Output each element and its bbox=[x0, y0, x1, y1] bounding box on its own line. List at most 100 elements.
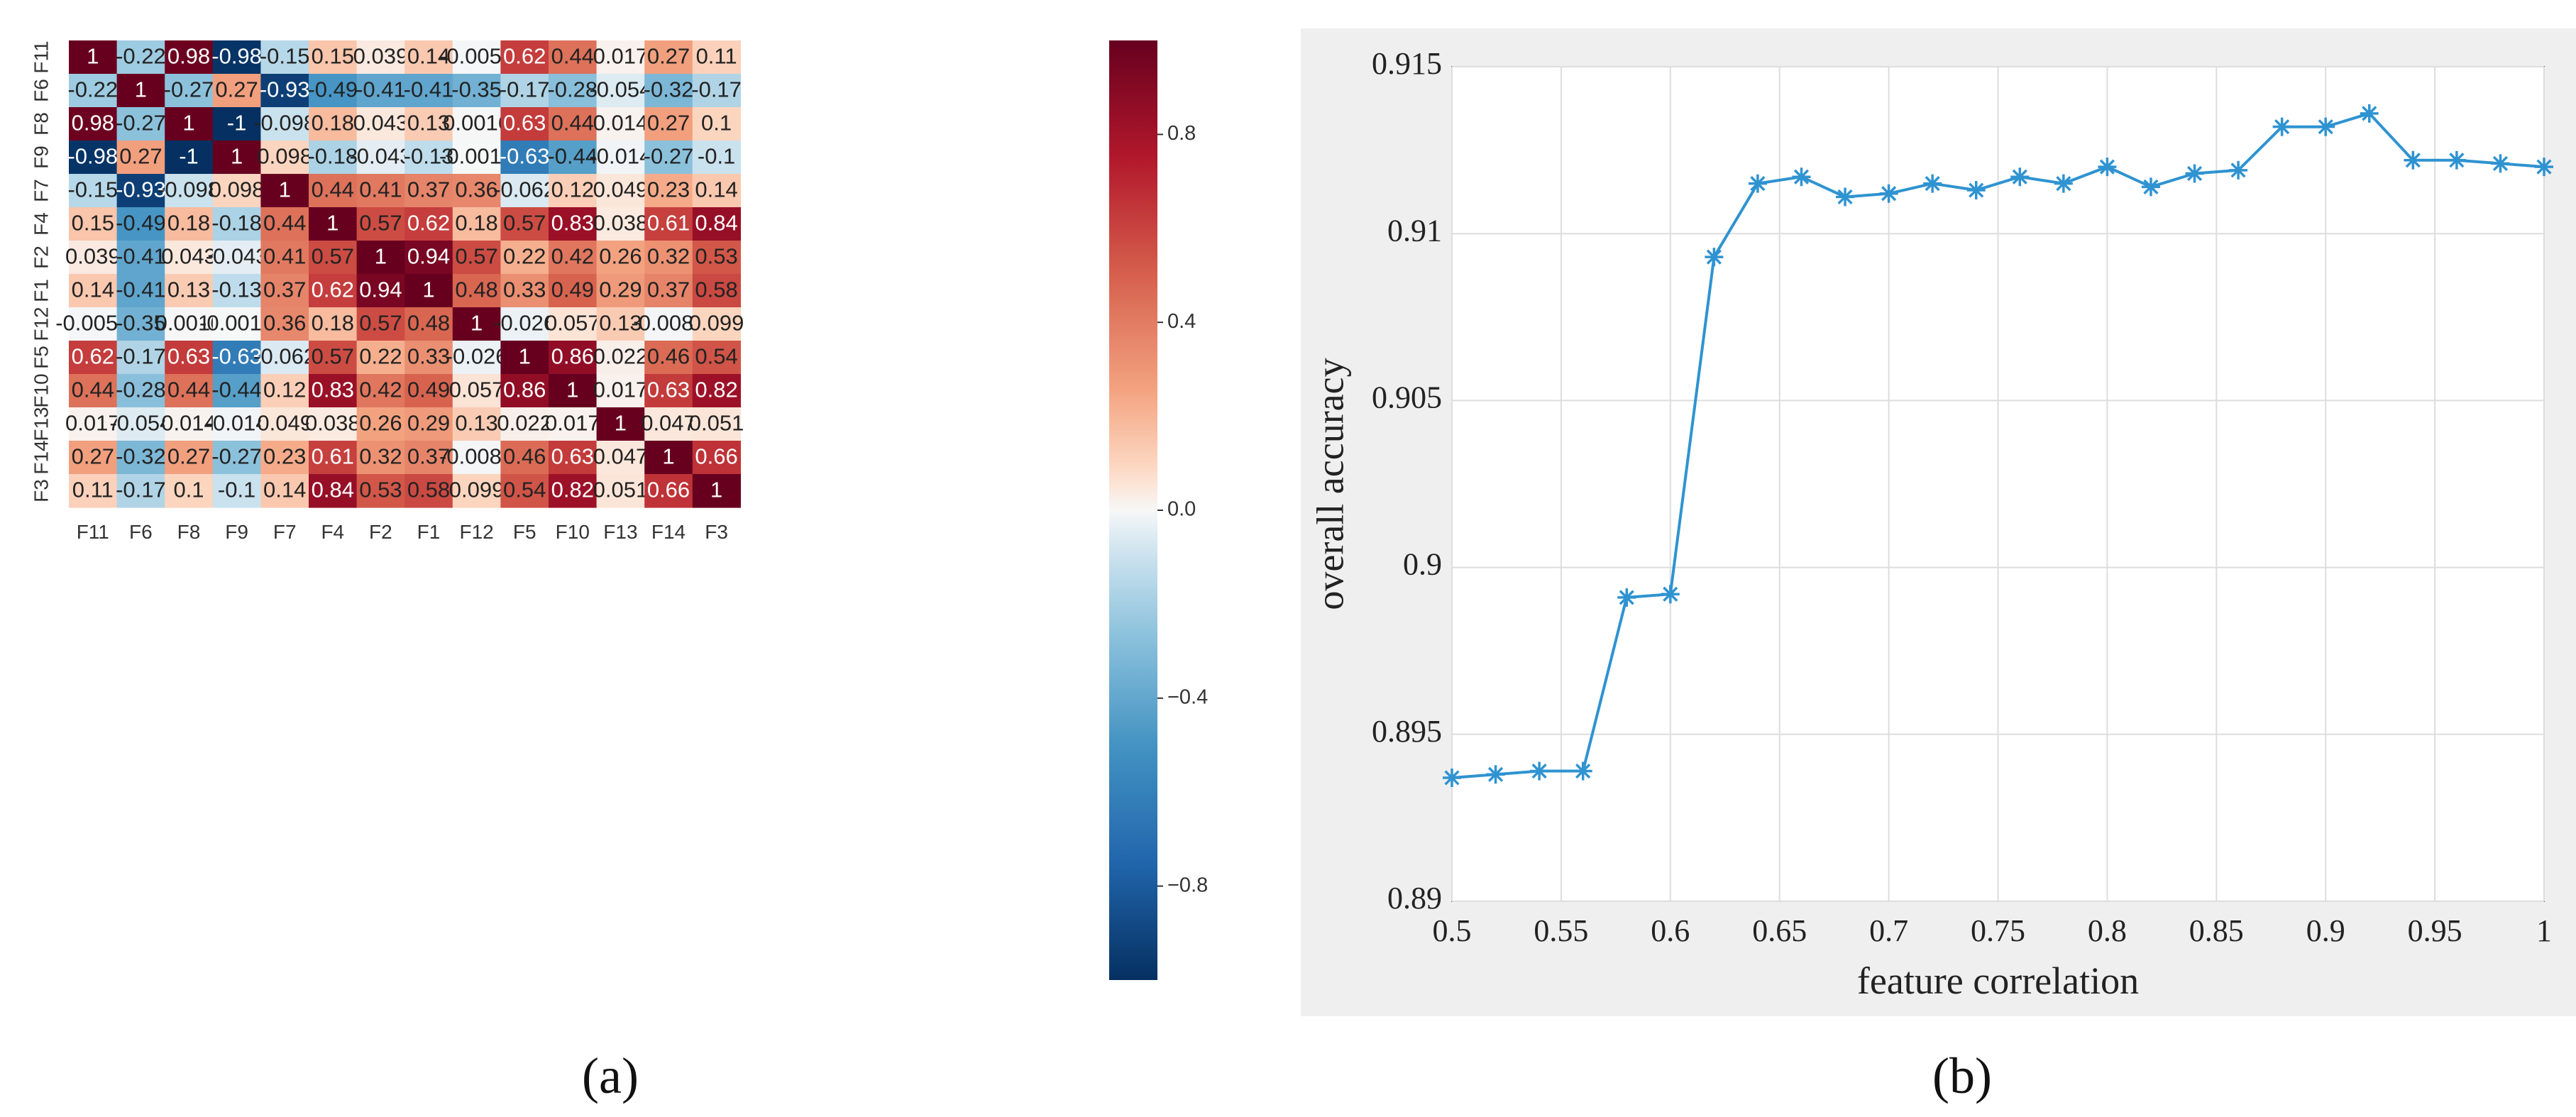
heatmap-cell bbox=[644, 274, 693, 308]
heatmap-cell bbox=[644, 441, 693, 475]
heatmap-cell bbox=[500, 141, 549, 175]
heatmap-cell bbox=[260, 107, 309, 141]
heatmap-cell-label: -0.026 bbox=[493, 311, 556, 336]
heatmap-cell-label: 0.14 bbox=[72, 277, 114, 302]
heatmap-column-labels: F11 F6 F8 F9 F7 F4 F2 F1 F12 F5 F10 F13 F14 F3 bbox=[77, 521, 728, 543]
heatmap-cell bbox=[452, 174, 501, 208]
heatmap-row-label: F9 bbox=[30, 145, 52, 169]
heatmap-column-label: F7 bbox=[273, 521, 297, 543]
heatmap-row-label: F11 bbox=[30, 40, 52, 73]
heatmap-cell bbox=[404, 441, 453, 475]
heatmap-cell bbox=[500, 274, 549, 308]
heatmap-cell-label: 0.22 bbox=[503, 244, 546, 269]
colorbar-ticks: 0.8 0.4 0.0 −0.4 −0.8 bbox=[1157, 122, 1208, 896]
heatmap-cell bbox=[644, 407, 693, 441]
heatmap-cell bbox=[212, 441, 261, 475]
heatmap-cell-label: 0.98 bbox=[167, 44, 210, 69]
heatmap-cell-label: 0.61 bbox=[647, 211, 690, 236]
data-point-marker bbox=[2054, 174, 2073, 193]
heatmap-cell-label: -1 bbox=[179, 144, 199, 169]
heatmap-cell bbox=[500, 40, 549, 75]
heatmap-cell bbox=[404, 341, 453, 375]
heatmap-cell bbox=[212, 40, 261, 75]
heatmap-cell bbox=[356, 307, 405, 341]
heatmap-cell bbox=[165, 174, 214, 208]
heatmap-cell-label: 0.44 bbox=[263, 211, 306, 236]
heatmap-cell bbox=[165, 374, 214, 408]
heatmap-cell-label: 0.043 bbox=[161, 244, 216, 269]
heatmap-cell-label: -0.22 bbox=[67, 77, 118, 102]
colorbar-gradient bbox=[1109, 40, 1157, 980]
heatmap-column-label: F14 bbox=[651, 521, 686, 543]
x-tick-label: 0.5 bbox=[1433, 913, 1472, 948]
heatmap-row-label: F3 bbox=[30, 479, 52, 502]
heatmap-cell bbox=[549, 74, 598, 108]
heatmap-cell bbox=[692, 407, 741, 441]
heatmap-cell-label: 1 bbox=[326, 211, 338, 236]
heatmap-column-label: F13 bbox=[603, 521, 637, 543]
heatmap-cell bbox=[212, 341, 261, 375]
heatmap-cell-label: 0.42 bbox=[359, 378, 402, 402]
heatmap-cell bbox=[356, 407, 405, 441]
heatmap-cell bbox=[644, 341, 693, 375]
heatmap-cell bbox=[549, 40, 598, 75]
heatmap-cell-label: -0.28 bbox=[547, 77, 598, 102]
heatmap-cell-label: -0.93 bbox=[260, 77, 310, 102]
heatmap-cell bbox=[549, 474, 598, 508]
heatmap-cell-label: 0.022 bbox=[593, 344, 649, 369]
heatmap-cell bbox=[596, 174, 645, 208]
heatmap-cell-label: 0.12 bbox=[263, 378, 306, 402]
heatmap-cell-label: -0.28 bbox=[116, 378, 166, 402]
heatmap-cell-label: 0.014 bbox=[161, 411, 216, 436]
heatmap-cell bbox=[452, 40, 501, 75]
colorbar-tick-label: −0.4 bbox=[1167, 686, 1208, 708]
heatmap-cell bbox=[596, 141, 645, 175]
heatmap-cell bbox=[260, 407, 309, 441]
heatmap-column-label: F11 bbox=[77, 521, 109, 543]
heatmap-cell-label: 0.29 bbox=[599, 277, 642, 302]
heatmap-cell bbox=[692, 107, 741, 141]
heatmap-cell-label: 0.58 bbox=[695, 277, 737, 302]
data-point-marker bbox=[2272, 117, 2291, 136]
heatmap-cell-label: 0.63 bbox=[167, 344, 210, 369]
heatmap-cell bbox=[356, 341, 405, 375]
heatmap-column-label: F8 bbox=[177, 521, 201, 543]
heatmap-cell-label: 0.18 bbox=[167, 211, 210, 236]
heatmap-cell-label: 0.14 bbox=[695, 177, 737, 202]
heatmap-cell bbox=[500, 341, 549, 375]
heatmap-cell-label: 1 bbox=[710, 478, 722, 502]
heatmap-cell bbox=[212, 141, 261, 175]
heatmap-cell bbox=[692, 441, 741, 475]
heatmap-cell bbox=[212, 307, 261, 341]
y-axis-label: overall accuracy bbox=[1309, 358, 1351, 610]
heatmap-cell-label: 0.41 bbox=[263, 244, 306, 269]
heatmap-cell-label: 0.66 bbox=[695, 444, 737, 469]
heatmap-cell bbox=[165, 341, 214, 375]
heatmap-cell-label: 0.49 bbox=[551, 277, 594, 302]
heatmap-cell bbox=[356, 274, 405, 308]
heatmap-cell bbox=[549, 374, 598, 408]
y-tick-label: 0.9 bbox=[1403, 547, 1442, 582]
heatmap-cell-label: 0.014 bbox=[593, 111, 649, 136]
heatmap-cell-label: 0.11 bbox=[696, 44, 737, 69]
heatmap-cell bbox=[500, 107, 549, 141]
heatmap-cell-label: 0.049 bbox=[593, 177, 649, 202]
heatmap-cell bbox=[116, 141, 165, 175]
heatmap-cell bbox=[116, 241, 165, 275]
heatmap-column-label: F1 bbox=[417, 521, 441, 543]
heatmap-cell-label: 0.37 bbox=[407, 444, 450, 469]
heatmap-cell bbox=[404, 174, 453, 208]
heatmap-cell bbox=[69, 141, 118, 175]
heatmap-cell-label: 0.26 bbox=[359, 411, 402, 436]
heatmap-cell-label: -0.98 bbox=[211, 44, 262, 69]
heatmap-cell-label: 0.42 bbox=[551, 244, 594, 269]
heatmap-cell-label: 0.57 bbox=[312, 344, 354, 369]
y-tick-label: 0.895 bbox=[1372, 714, 1442, 749]
heatmap-cell bbox=[212, 474, 261, 508]
heatmap-cell bbox=[404, 274, 453, 308]
heatmap-cell bbox=[596, 74, 645, 108]
heatmap-cell-label: 0.043 bbox=[353, 111, 409, 136]
heatmap-cell bbox=[596, 441, 645, 475]
heatmap-cell bbox=[356, 107, 405, 141]
heatmap-cell bbox=[309, 141, 358, 175]
